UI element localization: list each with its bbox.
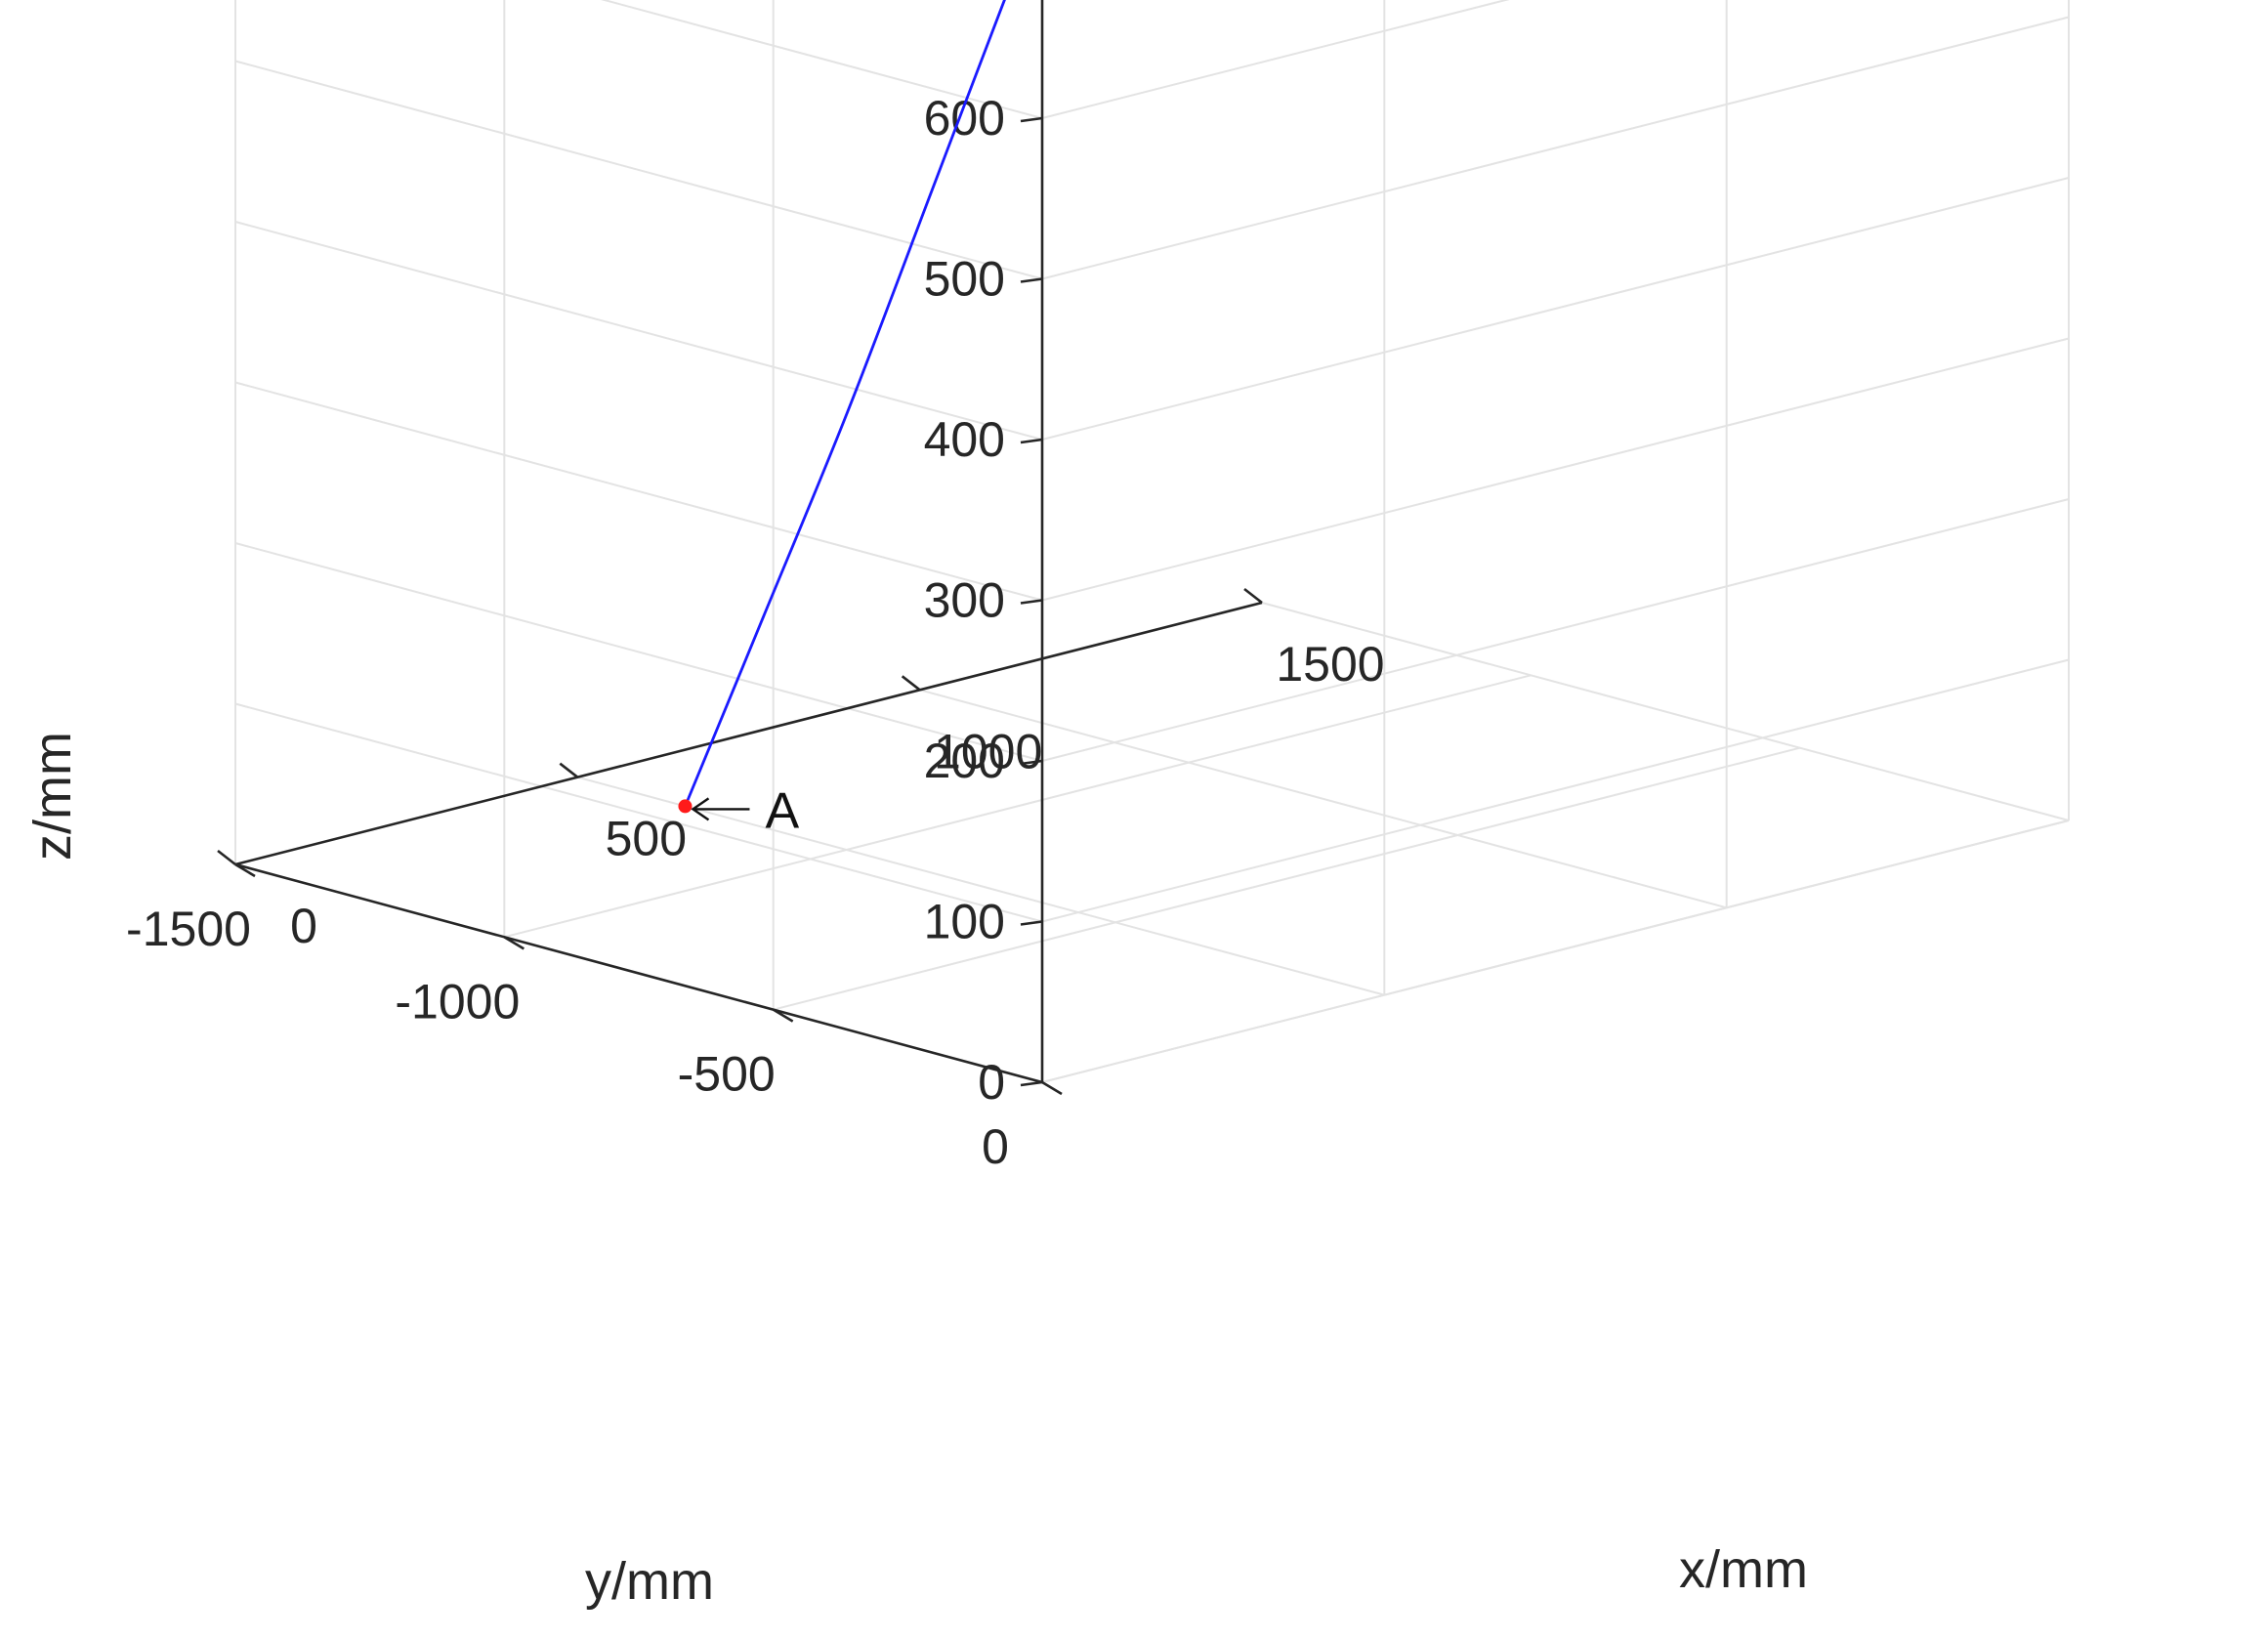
axes [217, 0, 1263, 1096]
y-tick-mark [772, 1008, 794, 1023]
grid-line-floor-x [1261, 602, 2070, 821]
y-tick-label: -1500 [126, 902, 251, 956]
grid-line-floor-x [919, 689, 1727, 909]
grid-line-backwall-z [1041, 337, 2070, 602]
grid-line-leftwall-z [234, 702, 1043, 923]
z-tick-mark [1020, 116, 1043, 123]
z-tick-mark [1020, 1080, 1043, 1087]
grid-line-leftwall-z [234, 381, 1043, 602]
x-tick-label: 0 [290, 899, 317, 953]
z-tick-mark [1020, 438, 1043, 444]
grid-line-backwall-z [1041, 16, 2070, 280]
grid-line-backwall-z [1041, 0, 1510, 119]
y-tick-label: -500 [678, 1047, 776, 1102]
point-a-arrow [691, 797, 750, 821]
y-axis-line [234, 862, 1043, 1084]
grid-line-leftwall-z [234, 542, 1043, 762]
z-axis-label: z/mm [23, 732, 82, 861]
z-tick-label: 500 [924, 252, 1005, 307]
x-tick-mark [559, 762, 579, 778]
z-tick-mark [1020, 599, 1043, 605]
y-tick-label: -1000 [395, 974, 520, 1029]
point-a-marker [678, 799, 693, 814]
z-tick-label: 600 [924, 91, 1005, 146]
y-tick-label: 0 [982, 1119, 1009, 1174]
grid [234, 0, 2070, 1083]
x-tick-label: 1500 [1276, 637, 1384, 692]
point-a-label: A [765, 782, 799, 839]
x-tick-mark [1243, 587, 1263, 605]
z-tick-mark [1020, 759, 1043, 766]
x-tick-mark [217, 849, 236, 866]
grid-line-floor-y [773, 746, 1800, 1011]
y-axis-label: y/mm [585, 1552, 714, 1611]
x-tick-label: 500 [606, 812, 687, 866]
grid-line-backwall-z [1041, 658, 2070, 923]
x-tick-mark [901, 675, 921, 692]
grid-line-backwall-z [1041, 820, 2070, 1083]
z-tick-mark [1020, 920, 1043, 926]
z-tick-label: 400 [924, 412, 1005, 467]
z-tick-label: 200 [924, 734, 1005, 788]
y-tick-mark [234, 862, 256, 878]
grid-line-leftwall-z [234, 221, 1043, 441]
z-tick-label: 300 [924, 573, 1005, 628]
y-tick-mark [1041, 1080, 1063, 1096]
x-axis-label: x/mm [1679, 1540, 1808, 1599]
grid-line-backwall-z [1041, 498, 2070, 762]
tick-labels: 01002003004005006007008000-500-1000-1500… [126, 91, 1385, 1174]
x-axis-line [234, 601, 1263, 866]
grid-line-leftwall-z [234, 60, 1043, 280]
y-tick-mark [503, 936, 525, 950]
grid-line-floor-y [504, 674, 1532, 939]
trajectory-line [684, 0, 1006, 807]
z-tick-label: 100 [924, 895, 1005, 949]
grid-line-backwall-z [1041, 177, 2070, 441]
grid-line-leftwall-z [600, 0, 1043, 119]
z-tick-mark [1020, 277, 1043, 283]
grid-line-floor-x [577, 776, 1385, 996]
key-points: ABC [678, 782, 799, 839]
series [684, 0, 1006, 807]
x-tick-label: 1000 [934, 724, 1042, 778]
z-tick-label: 0 [978, 1055, 1005, 1110]
